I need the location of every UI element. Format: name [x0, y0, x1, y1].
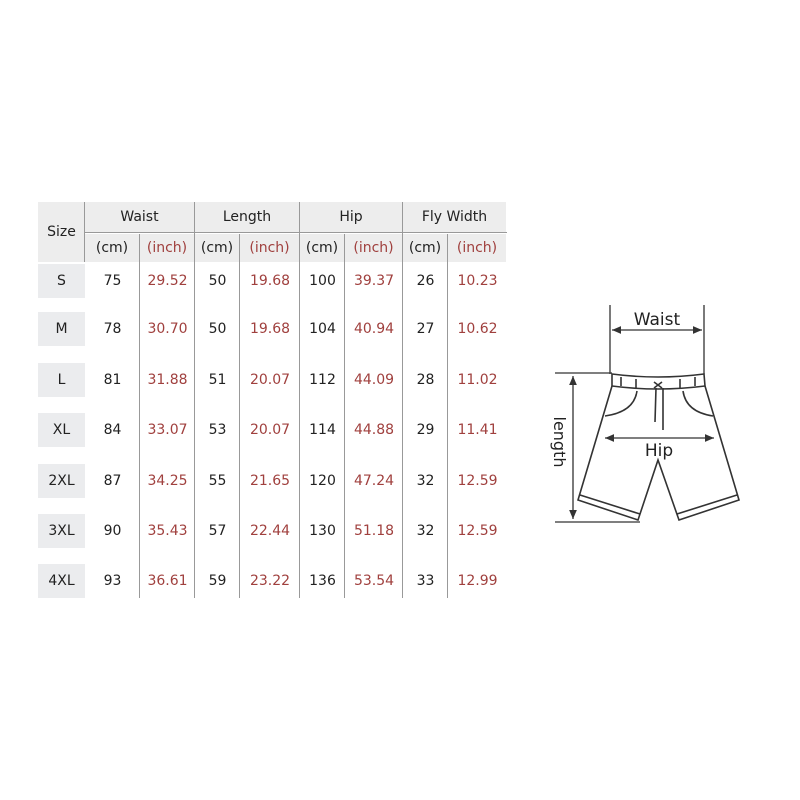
cm-value: 53 — [208, 422, 227, 438]
unit-cm-header: (cm) — [300, 234, 344, 262]
group-header: Waist — [85, 202, 194, 232]
inch-value: 23.22 — [249, 573, 291, 589]
inch-value: 53.54 — [353, 573, 395, 589]
inch-value: 19.68 — [249, 273, 291, 289]
shorts-outline — [577, 373, 740, 522]
column-divider — [447, 234, 448, 598]
cm-value: 32 — [416, 473, 435, 489]
inch-value: 47.24 — [353, 473, 395, 489]
unit-cm-header: (cm) — [85, 234, 139, 262]
hip-label: Hip — [645, 441, 673, 461]
cm-value: 78 — [103, 321, 122, 337]
cm-value: 27 — [416, 321, 435, 337]
unit-inch-header: (inch) — [240, 234, 299, 262]
inch-value: 10.62 — [457, 321, 498, 337]
cm-value: 26 — [416, 273, 435, 289]
cm-value: 130 — [309, 523, 336, 539]
size-cell: 3XL — [38, 514, 85, 548]
inch-value: 33.07 — [147, 422, 188, 438]
column-divider — [344, 234, 345, 598]
group-header: Fly Width — [403, 202, 506, 232]
unit-cm-header: (cm) — [195, 234, 239, 262]
inch-value: 20.07 — [249, 372, 291, 388]
inch-value: 35.43 — [147, 523, 188, 539]
cm-value: 50 — [208, 321, 227, 337]
inch-value: 36.61 — [147, 573, 188, 589]
cm-value: 104 — [309, 321, 336, 337]
inch-value: 11.02 — [457, 372, 498, 388]
cm-value: 114 — [309, 422, 336, 438]
inch-value: 44.88 — [353, 422, 395, 438]
unit-cm-header: (cm) — [403, 234, 447, 262]
inch-value: 11.41 — [457, 422, 498, 438]
inch-value: 51.18 — [353, 523, 395, 539]
inch-value: 31.88 — [147, 372, 188, 388]
cm-value: 84 — [103, 422, 122, 438]
cm-value: 112 — [309, 372, 336, 388]
size-cell: XL — [38, 413, 85, 447]
size-cell: S — [38, 264, 85, 298]
cm-value: 100 — [309, 273, 336, 289]
column-divider — [139, 234, 140, 598]
group-header: Length — [195, 202, 299, 232]
cm-value: 55 — [208, 473, 227, 489]
cm-value: 33 — [416, 573, 435, 589]
size-header: Size — [38, 202, 85, 262]
cm-value: 50 — [208, 273, 227, 289]
inch-value: 19.68 — [249, 321, 291, 337]
length-label: length — [550, 417, 569, 468]
inch-value: 40.94 — [353, 321, 395, 337]
header-divider — [85, 232, 507, 233]
cm-value: 120 — [309, 473, 336, 489]
inch-value: 30.70 — [147, 321, 188, 337]
inch-value: 34.25 — [147, 473, 188, 489]
cm-value: 32 — [416, 523, 435, 539]
inch-value: 10.23 — [457, 273, 498, 289]
inch-value: 12.59 — [457, 523, 498, 539]
cm-value: 75 — [103, 273, 122, 289]
size-cell: 4XL — [38, 564, 85, 598]
cm-value: 51 — [208, 372, 227, 388]
unit-inch-header: (inch) — [448, 234, 506, 262]
cm-value: 136 — [309, 573, 336, 589]
inch-value: 20.07 — [249, 422, 291, 438]
cm-value: 29 — [416, 422, 435, 438]
cm-value: 93 — [103, 573, 122, 589]
waist-label: Waist — [634, 310, 681, 330]
size-cell: 2XL — [38, 464, 85, 498]
inch-value: 12.59 — [457, 473, 498, 489]
column-divider — [84, 202, 85, 262]
cm-value: 28 — [416, 372, 435, 388]
inch-value: 44.09 — [353, 372, 395, 388]
cm-value: 81 — [103, 372, 122, 388]
inch-value: 29.52 — [147, 273, 188, 289]
cm-value: 59 — [208, 573, 227, 589]
inch-value: 12.99 — [457, 573, 498, 589]
cm-value: 57 — [208, 523, 227, 539]
column-divider — [194, 202, 195, 598]
inch-value: 21.65 — [249, 473, 291, 489]
column-divider — [402, 202, 403, 598]
size-cell: M — [38, 312, 85, 346]
size-cell: L — [38, 363, 85, 397]
inch-value: 22.44 — [249, 523, 291, 539]
unit-inch-header: (inch) — [140, 234, 194, 262]
unit-inch-header: (inch) — [345, 234, 402, 262]
column-divider — [239, 234, 240, 598]
inch-value: 39.37 — [353, 273, 395, 289]
cm-value: 90 — [103, 523, 122, 539]
cm-value: 87 — [103, 473, 122, 489]
group-header: Hip — [300, 202, 402, 232]
column-divider — [299, 202, 300, 598]
